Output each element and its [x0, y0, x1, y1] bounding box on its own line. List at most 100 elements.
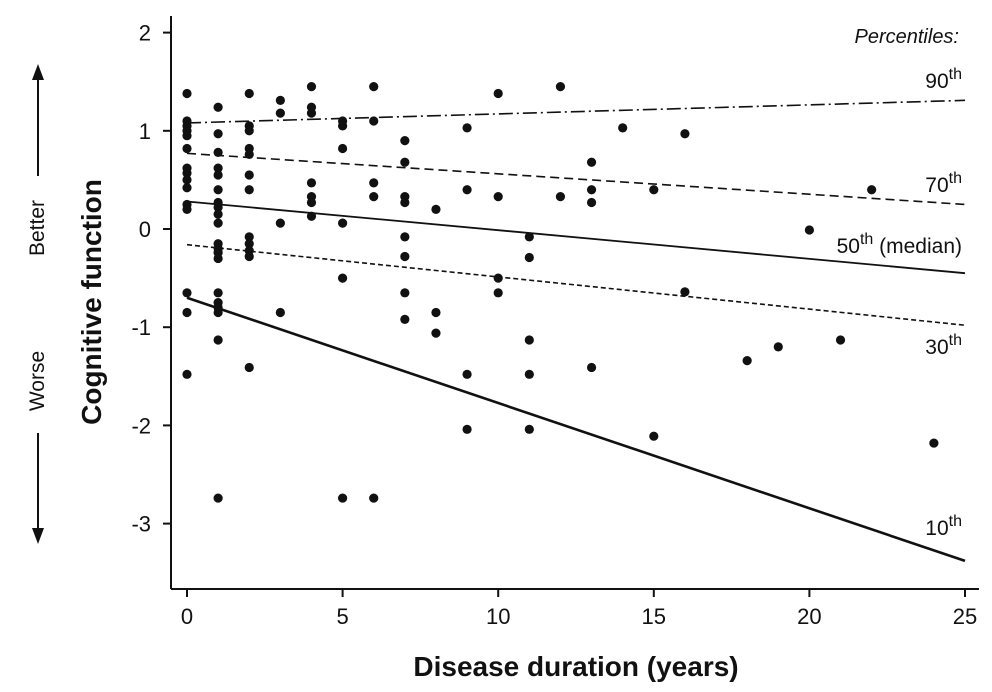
data-point [680, 129, 690, 139]
data-point [867, 185, 877, 195]
data-point [213, 185, 223, 195]
data-point [306, 197, 317, 208]
data-point [182, 183, 192, 193]
x-axis-title: Disease duration (years) [413, 651, 738, 682]
x-tick-label: 15 [642, 604, 666, 629]
data-point [400, 197, 410, 208]
data-point [680, 287, 690, 297]
percentile-line-70 [186, 152, 966, 206]
x-tick-label: 20 [797, 604, 821, 629]
data-point [213, 102, 223, 112]
percentile-label-90: 90th [925, 66, 962, 93]
data-point [524, 335, 534, 345]
data-point [244, 126, 254, 136]
data-point [462, 123, 472, 133]
percentile-lines [186, 99, 966, 563]
data-points [182, 82, 939, 503]
data-point [462, 369, 472, 379]
data-point [586, 197, 597, 208]
data-point [369, 178, 379, 188]
data-point [400, 157, 410, 167]
percentile-suffix: th [949, 170, 962, 187]
percentile-suffix: th [949, 513, 962, 530]
data-point [213, 170, 223, 180]
percentile-label-70: 70th [925, 170, 962, 197]
data-point [244, 362, 254, 373]
data-point [586, 157, 597, 167]
percentile-suffix: th [949, 66, 962, 83]
percentile-label-50: 50th (median) [837, 231, 962, 258]
data-point [773, 342, 783, 352]
y-axis-title: Cognitive function [76, 179, 107, 425]
data-point [369, 82, 379, 92]
data-point [586, 185, 597, 195]
data-point [493, 191, 503, 202]
data-point [275, 108, 285, 118]
data-point [182, 143, 192, 154]
legend-title: Percentiles: [855, 26, 960, 48]
data-point [400, 314, 410, 324]
data-point [213, 288, 223, 298]
percentile-suffix: th [860, 231, 873, 248]
data-point [182, 204, 192, 214]
data-point [213, 307, 223, 318]
data-point [742, 355, 752, 366]
y-ticks: -3 -2 -1 0 1 2 [131, 21, 171, 537]
percentile-line-10 [186, 296, 966, 563]
data-point [182, 131, 192, 141]
percentile-label-30: 30th [925, 332, 962, 359]
data-point [431, 204, 441, 214]
data-point [244, 232, 254, 242]
y-tick-label: -1 [131, 315, 151, 340]
data-point [182, 175, 192, 185]
x-tick-label: 10 [486, 604, 510, 629]
data-point [400, 136, 410, 146]
data-point [618, 123, 628, 133]
percentile-label-10: 10th [925, 513, 962, 540]
data-point [213, 129, 223, 139]
x-ticks: 0 5 10 15 20 25 [181, 589, 977, 629]
data-point [524, 424, 534, 434]
y-tick-label: -2 [131, 413, 151, 438]
data-point [213, 209, 223, 219]
data-point [493, 88, 503, 99]
data-point [182, 168, 192, 178]
x-tick-label: 25 [953, 604, 977, 629]
data-point [929, 438, 939, 448]
direction-indicator: Better Worse [26, 64, 49, 544]
data-point [369, 191, 379, 202]
y-tick-label: -3 [131, 512, 151, 537]
data-point [275, 307, 285, 318]
data-point [338, 143, 348, 154]
data-point [338, 218, 348, 228]
percentile-line-90 [186, 99, 966, 124]
y-tick-label: 1 [139, 119, 151, 144]
data-point [306, 178, 317, 188]
data-point [493, 288, 503, 298]
percentile-number: 10 [925, 517, 948, 540]
data-point [213, 202, 223, 212]
data-point [306, 82, 317, 92]
data-point [213, 335, 223, 345]
data-point [213, 218, 223, 228]
x-tick-label: 5 [336, 604, 348, 629]
data-point [524, 232, 534, 242]
x-tick-label: 0 [181, 604, 193, 629]
data-point [369, 493, 379, 503]
data-point [338, 493, 348, 503]
data-point [555, 191, 566, 202]
y-tick-label: 0 [139, 217, 151, 242]
data-point [804, 225, 815, 235]
data-point [213, 147, 223, 158]
data-point [338, 121, 348, 131]
worse-label: Worse [26, 351, 49, 411]
y-tick-label: 2 [139, 21, 151, 46]
down-arrow-head [32, 528, 44, 544]
data-point [244, 170, 254, 180]
data-point [400, 251, 410, 262]
data-point [244, 239, 254, 249]
data-point [213, 253, 223, 264]
up-arrow-head [32, 64, 44, 80]
